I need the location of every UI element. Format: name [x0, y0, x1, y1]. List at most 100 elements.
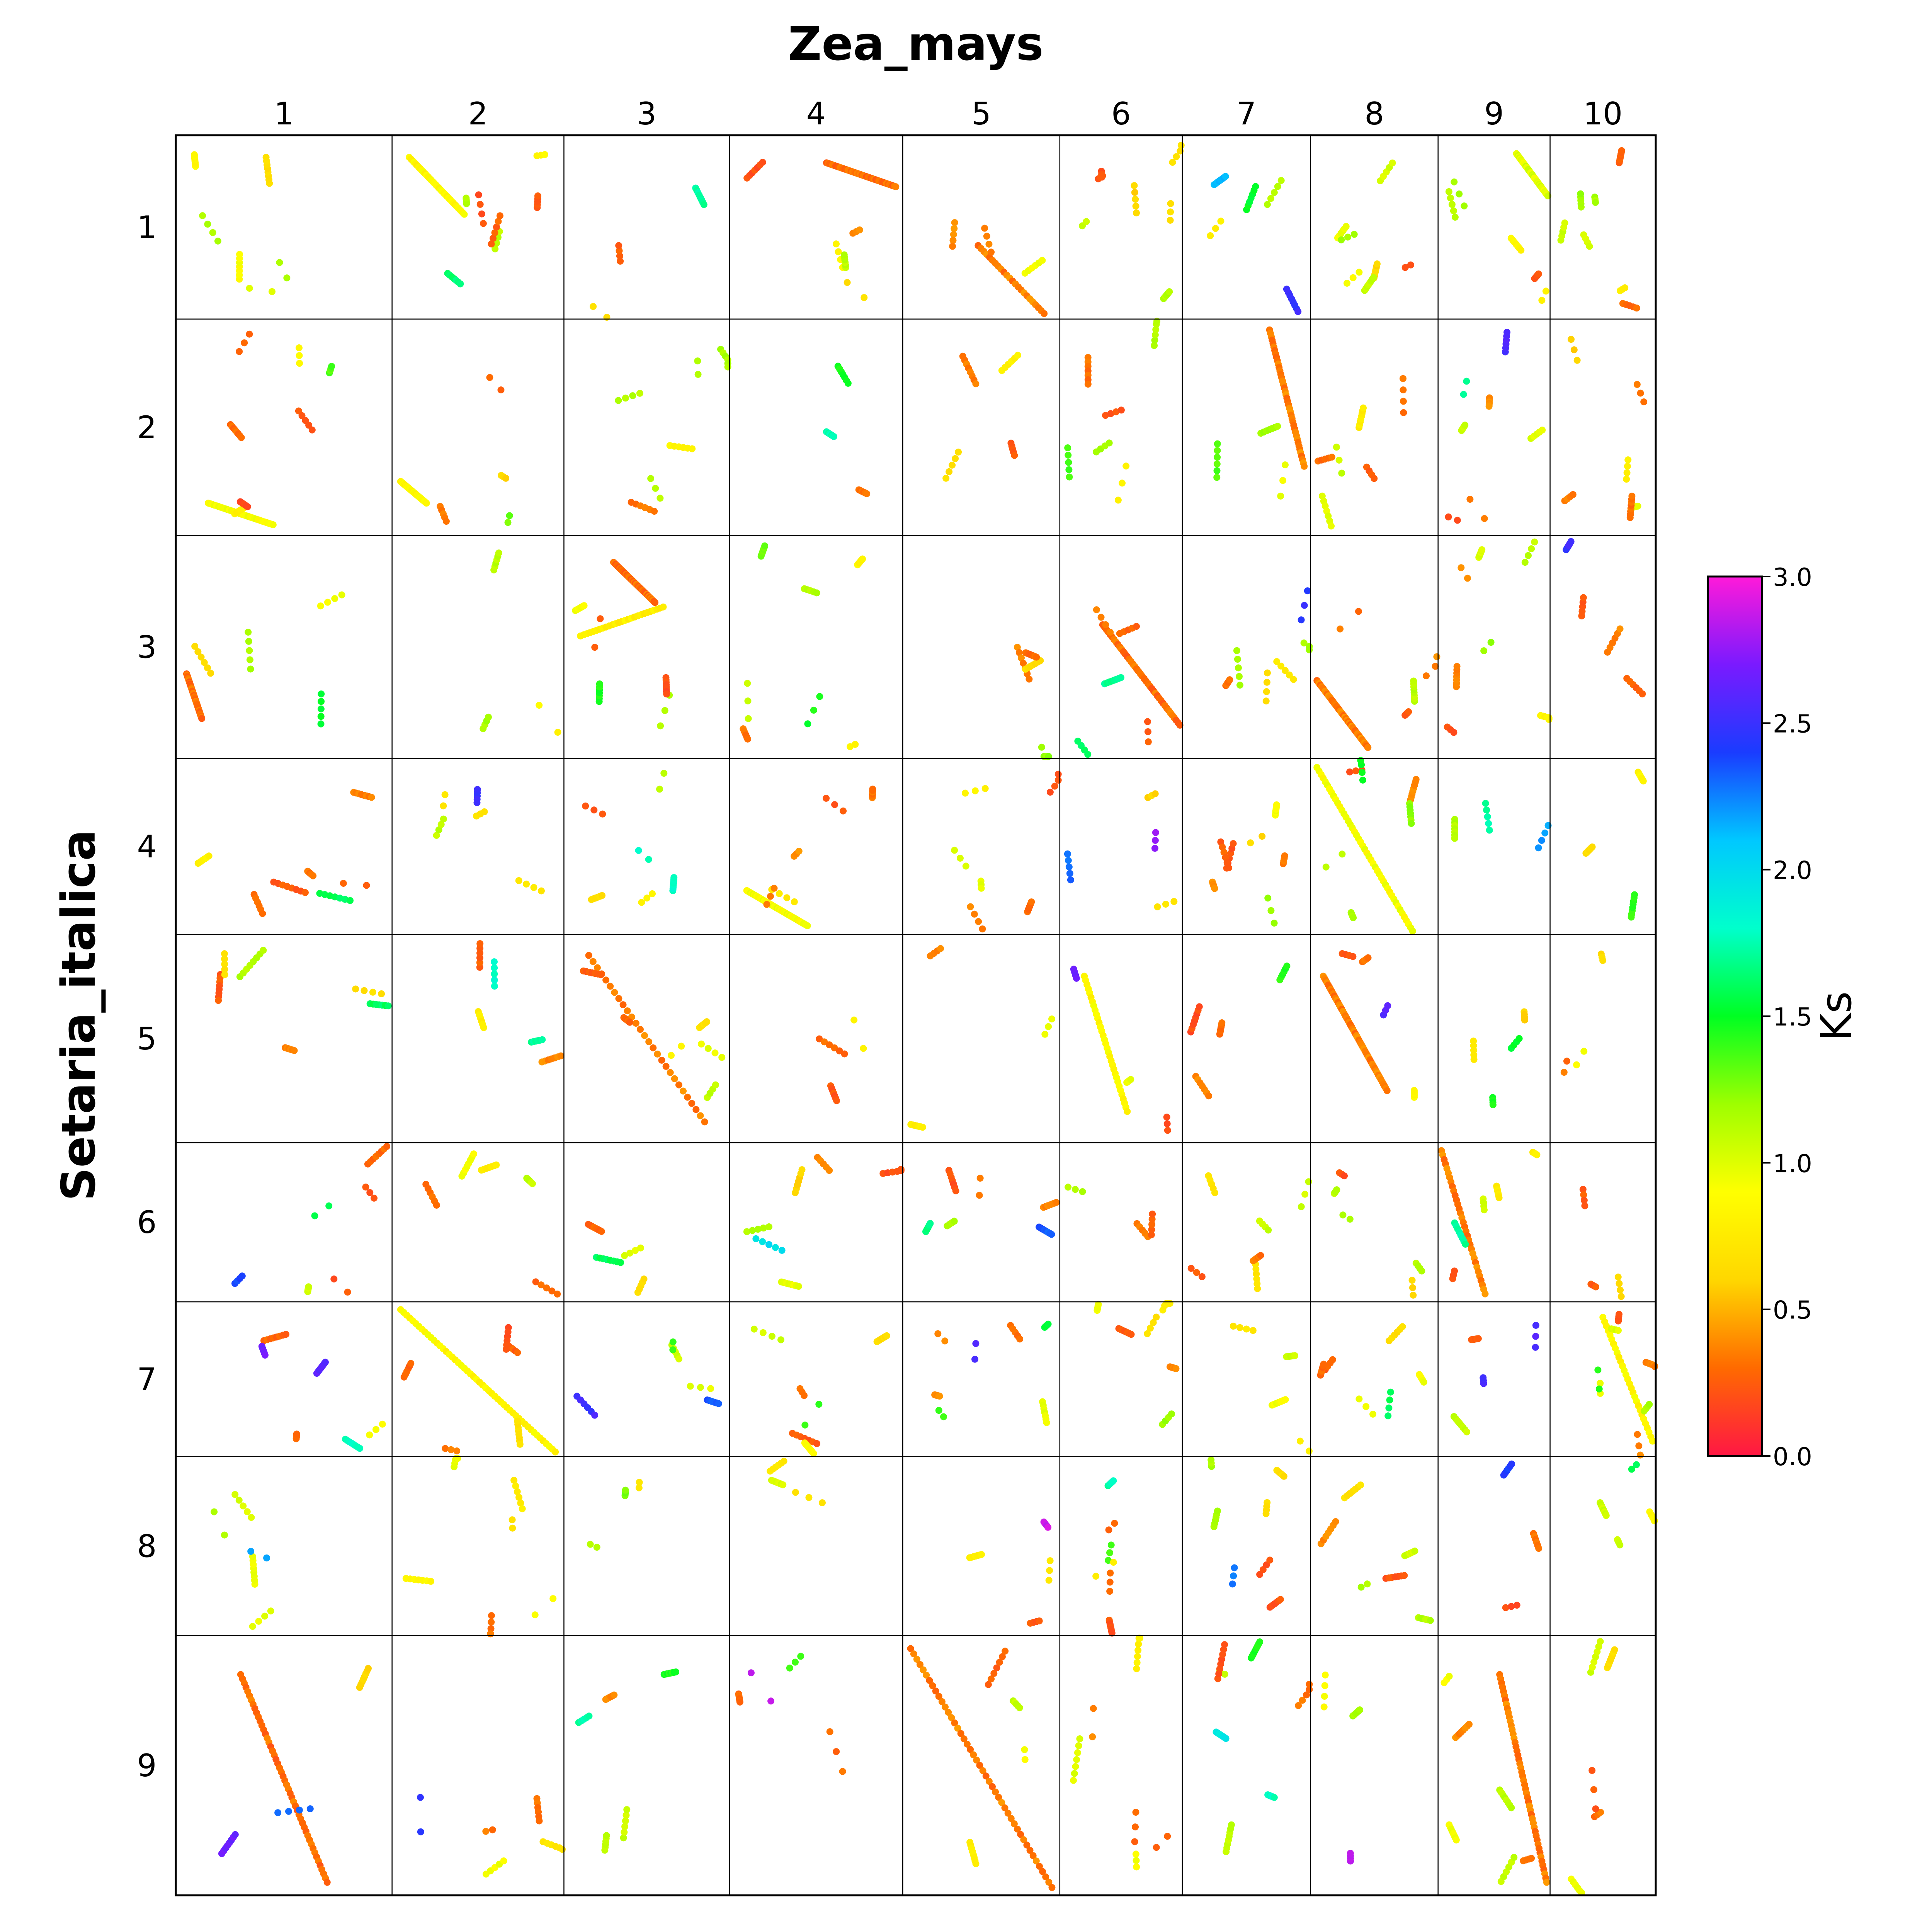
synteny-point: [548, 1287, 556, 1295]
synteny-point: [323, 1879, 331, 1886]
synteny-point: [1322, 863, 1330, 871]
synteny-point: [1611, 1646, 1618, 1653]
synteny-point: [1066, 870, 1073, 877]
synteny-point: [929, 1682, 936, 1689]
synteny-point: [417, 1794, 424, 1801]
synteny-point: [1167, 200, 1174, 207]
synteny-point: [502, 474, 510, 482]
synteny-point: [1073, 975, 1080, 982]
synteny-point: [245, 638, 252, 645]
synteny-point: [283, 274, 291, 282]
synteny-point: [1151, 342, 1158, 349]
synteny-point: [700, 201, 707, 208]
synteny-point: [955, 448, 962, 456]
synteny-point: [589, 958, 597, 965]
synteny-point: [369, 988, 376, 996]
synteny-point: [530, 884, 537, 891]
synteny-point: [1623, 469, 1631, 476]
synteny-point: [1342, 223, 1350, 230]
synteny-point: [1460, 391, 1467, 398]
synteny-point: [1387, 1388, 1394, 1396]
synteny-point: [296, 352, 303, 359]
synteny-point: [1107, 1541, 1115, 1549]
synteny-point: [1211, 885, 1218, 892]
synteny-point: [502, 1345, 510, 1353]
synteny-point: [818, 1499, 826, 1507]
synteny-point: [1321, 1671, 1329, 1679]
synteny-point: [1277, 177, 1285, 184]
synteny-point: [480, 1024, 487, 1031]
synteny-point: [1274, 423, 1281, 430]
synteny-point: [198, 715, 206, 722]
synteny-point: [1303, 1691, 1310, 1699]
synteny-point: [635, 1484, 643, 1492]
synteny-point: [1112, 408, 1120, 415]
synteny-point: [951, 1218, 958, 1225]
synteny-point: [656, 495, 664, 502]
synteny-point: [1054, 777, 1062, 784]
synteny-point: [635, 847, 642, 854]
synteny-point: [318, 698, 325, 705]
synteny-point: [1631, 891, 1638, 898]
synteny-point: [1321, 1692, 1328, 1700]
synteny-point: [536, 702, 543, 709]
synteny-point: [1349, 274, 1357, 281]
synteny-point: [1247, 839, 1254, 847]
synteny-point: [1213, 474, 1221, 481]
synteny-point: [1172, 1365, 1180, 1372]
synteny-point: [703, 1018, 711, 1026]
synteny-point: [1521, 1016, 1528, 1024]
synteny-point: [942, 474, 950, 482]
synteny-point: [1230, 1572, 1237, 1580]
synteny-point: [839, 1768, 846, 1775]
synteny-point: [1093, 606, 1100, 614]
synteny-point: [510, 1476, 518, 1484]
synteny-point: [1306, 1680, 1313, 1688]
synteny-point: [1105, 1526, 1112, 1534]
synteny-point: [491, 976, 498, 984]
synteny-point: [631, 1247, 639, 1254]
synteny-point: [1451, 835, 1458, 842]
synteny-point: [988, 1675, 995, 1683]
synteny-point: [1623, 476, 1630, 483]
synteny-point: [301, 889, 309, 896]
synteny-point: [972, 1860, 980, 1867]
synteny-point: [998, 1653, 1006, 1660]
synteny-point: [759, 1329, 767, 1336]
synteny-point: [951, 219, 958, 226]
synteny-point: [1173, 153, 1180, 160]
synteny-point: [1280, 1473, 1287, 1480]
synteny-point: [951, 225, 958, 232]
synteny-point: [1106, 1549, 1113, 1556]
synteny-point: [1405, 708, 1412, 715]
synteny-point: [688, 1100, 696, 1107]
synteny-point: [1153, 1844, 1160, 1851]
synteny-point: [1102, 621, 1109, 628]
synteny-point: [1264, 895, 1272, 902]
synteny-point: [1616, 1311, 1623, 1318]
synteny-point: [856, 226, 863, 234]
synteny-point: [1480, 1206, 1488, 1214]
synteny-point: [704, 1045, 712, 1052]
synteny-point: [926, 1677, 933, 1684]
synteny-point: [1602, 1512, 1610, 1519]
colorbar-tick-label: 2.0: [1773, 857, 1812, 885]
synteny-point: [637, 1244, 644, 1252]
synteny-point: [517, 1499, 524, 1507]
synteny-point: [427, 1578, 435, 1585]
synteny-point: [1090, 1705, 1097, 1712]
synteny-point: [952, 1187, 959, 1194]
synteny-point: [1332, 1518, 1339, 1525]
synteny-point: [1616, 625, 1624, 633]
synteny-point: [493, 240, 500, 247]
synteny-point: [221, 1531, 228, 1539]
synteny-point: [833, 1097, 840, 1104]
synteny-point: [1401, 1572, 1408, 1579]
synteny-point: [1092, 1573, 1100, 1580]
synteny-point: [593, 1544, 600, 1551]
synteny-point: [531, 1611, 539, 1619]
synteny-point: [621, 1828, 628, 1836]
synteny-point: [221, 971, 228, 978]
synteny-point: [1400, 398, 1407, 405]
synteny-point: [1411, 1548, 1418, 1555]
